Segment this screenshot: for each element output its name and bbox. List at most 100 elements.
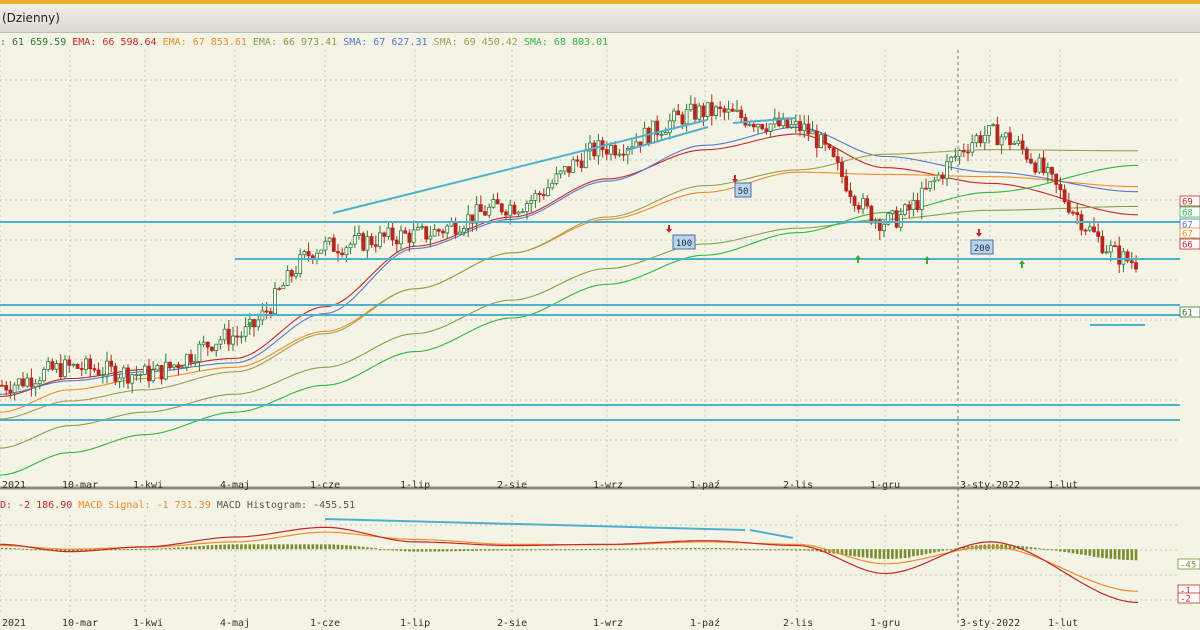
macd-x-tick-label: 3-sty-2022	[960, 618, 1020, 629]
price-axis-tag-box	[1179, 238, 1200, 250]
histogram-bar	[126, 549, 130, 551]
ma-cross-badge-box	[970, 239, 994, 255]
histogram-bar	[324, 544, 327, 550]
price-axis-tag-label: 61	[1182, 309, 1193, 319]
candle-body	[907, 204, 912, 210]
candle-body	[974, 135, 979, 144]
macd-legend: D: -2 186.90 MACD Signal: -1 731.39 MACD…	[0, 500, 355, 511]
candle-body	[865, 198, 870, 207]
histogram-bar	[714, 548, 718, 550]
candle	[1104, 244, 1109, 254]
histogram-bar	[370, 547, 373, 550]
histogram-bar	[836, 549, 840, 555]
histogram-bar	[790, 549, 793, 551]
histogram-bar	[185, 546, 189, 550]
histogram-bar	[1046, 549, 1050, 551]
candle	[4, 380, 9, 396]
candle	[382, 231, 387, 244]
histogram-bar	[727, 548, 730, 550]
candle-body	[1100, 236, 1105, 254]
candle-body	[491, 199, 496, 208]
histogram-bar	[269, 544, 273, 550]
candle-body	[789, 123, 794, 128]
macd-x-tick-label: 2-lis	[783, 618, 813, 629]
histogram-bar	[886, 549, 890, 559]
histogram-bar	[861, 549, 865, 558]
candle-body	[571, 159, 576, 173]
candle-body	[474, 204, 479, 224]
histogram-bar	[1117, 549, 1121, 560]
candle	[117, 374, 122, 389]
candle	[953, 148, 958, 162]
candle	[655, 115, 660, 141]
candle-body	[932, 179, 937, 183]
candle	[323, 236, 328, 256]
histogram-bar	[630, 548, 634, 550]
candle	[201, 335, 206, 347]
macd-axis-tag-label: -2	[1180, 595, 1191, 605]
histogram-bar	[1134, 549, 1138, 561]
candle-body	[680, 114, 685, 125]
candle-body	[336, 251, 340, 254]
candle-body	[575, 159, 580, 162]
candle-body	[852, 196, 857, 206]
candle	[46, 357, 51, 372]
candle-body	[504, 211, 508, 216]
candle	[281, 282, 286, 290]
histogram-bar	[84, 549, 88, 552]
macd-line	[0, 526, 1139, 603]
histogram-bar	[1033, 547, 1037, 550]
candle	[470, 214, 475, 232]
histogram-bar	[597, 548, 600, 550]
candle-body	[550, 182, 555, 189]
candle	[949, 155, 954, 171]
histogram-bar	[172, 547, 176, 550]
candle	[357, 225, 361, 240]
support-levels	[0, 117, 1180, 421]
candle	[184, 353, 189, 372]
candle-body	[378, 232, 382, 247]
candle-body	[0, 384, 4, 387]
histogram-bar	[542, 549, 546, 551]
candle	[142, 363, 147, 376]
candle-body	[940, 174, 945, 179]
histogram-bar	[1122, 549, 1125, 560]
histogram-bar	[466, 549, 470, 551]
signal-markers: 50 100 200	[247, 175, 1025, 329]
candle-body	[772, 117, 777, 125]
histogram-bar	[328, 544, 331, 550]
histogram-bar	[1008, 545, 1012, 550]
histogram-bar	[55, 549, 58, 552]
candle	[168, 361, 172, 370]
sell-arrow-icon	[976, 229, 982, 237]
candle-body	[113, 365, 118, 382]
candle	[848, 182, 853, 204]
candle	[966, 144, 970, 162]
histogram-bar	[786, 549, 789, 551]
candle-body	[1104, 251, 1109, 254]
candle-body	[399, 230, 403, 245]
candle-body	[554, 173, 559, 184]
candle	[814, 124, 819, 158]
candle	[424, 226, 429, 243]
histogram-bar	[765, 549, 768, 551]
candle	[747, 122, 752, 127]
histogram-bar	[487, 549, 491, 551]
candle	[861, 193, 865, 215]
histogram-bar	[114, 549, 117, 551]
histogram-bar	[529, 549, 533, 551]
candle-body	[604, 149, 609, 155]
candle	[844, 169, 849, 193]
histogram-bar	[403, 549, 407, 552]
candle-body	[588, 142, 592, 152]
histogram-bar	[1029, 547, 1033, 550]
candle	[226, 320, 231, 351]
macd-panel	[0, 491, 1200, 630]
candle	[1008, 126, 1012, 151]
histogram-bar	[878, 549, 882, 559]
histogram-bar	[496, 549, 499, 551]
candle-body	[966, 151, 970, 154]
candle	[819, 132, 823, 149]
candle	[907, 200, 912, 218]
histogram-bar	[458, 549, 462, 552]
